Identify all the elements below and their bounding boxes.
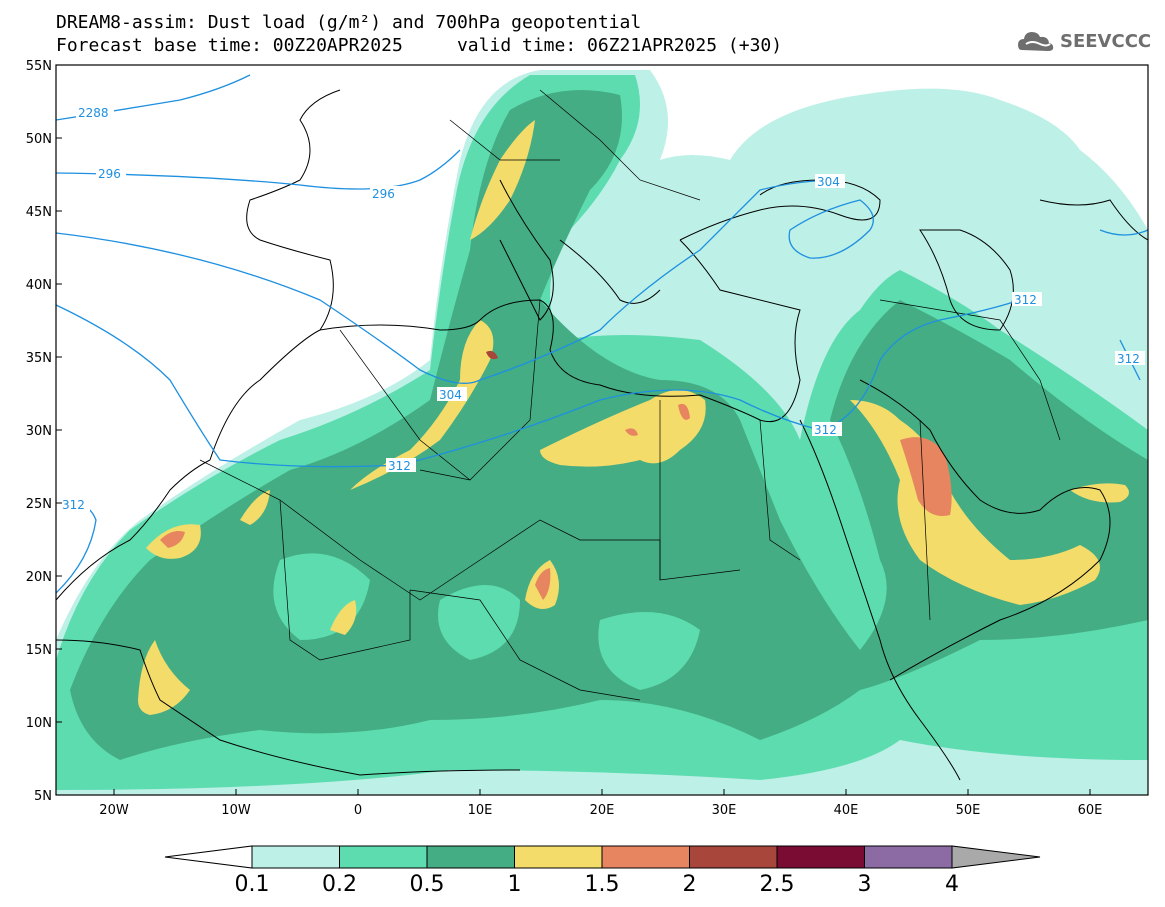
logo-text: SEEVCCC bbox=[1060, 31, 1152, 52]
seevccc-logo: SEEVCCC bbox=[1018, 26, 1158, 56]
latitude-label: 55N bbox=[26, 59, 52, 74]
longitude-ticks: 20W 10W 0 10E 20E 30E 40E 50E 60E bbox=[99, 789, 1102, 818]
dust-field bbox=[56, 70, 1148, 795]
geopotential-contours bbox=[56, 74, 1148, 594]
contour-label: 296 bbox=[372, 187, 395, 201]
colorbar-tick-label: 4 bbox=[945, 872, 959, 897]
latitude-label: 10N bbox=[26, 716, 52, 731]
colorbar-swatch bbox=[339, 845, 428, 869]
latitude-label: 20N bbox=[26, 570, 52, 585]
colorbar-swatch bbox=[426, 845, 515, 869]
colorbar-tick-label: 1.5 bbox=[584, 872, 620, 897]
longitude-label: 10W bbox=[221, 803, 251, 818]
contour-label: 304 bbox=[817, 175, 840, 189]
latitude-label: 50N bbox=[26, 132, 52, 147]
colorbar-swatch bbox=[864, 845, 953, 869]
contour-label: 312 bbox=[62, 498, 85, 512]
longitude-label: 40E bbox=[834, 803, 859, 818]
contour-label: 296 bbox=[98, 167, 121, 181]
contour-label: 304 bbox=[439, 388, 462, 402]
longitude-label: 50E bbox=[956, 803, 981, 818]
latitude-label: 5N bbox=[34, 789, 52, 804]
colorbar-under-triangle bbox=[164, 845, 253, 869]
latitude-label: 25N bbox=[26, 497, 52, 512]
colorbar-tick-label: 1 bbox=[507, 872, 522, 897]
colorbar-swatch bbox=[689, 845, 778, 869]
contour-label: 312 bbox=[1117, 352, 1140, 366]
latitude-label: 30N bbox=[26, 424, 52, 439]
latitude-label: 40N bbox=[26, 278, 52, 293]
map-subtitle: Forecast base time: 00Z20APR2025 valid t… bbox=[56, 35, 783, 56]
contour-label: 312 bbox=[388, 459, 411, 473]
colorbar bbox=[164, 845, 1041, 869]
colorbar-tick-label: 0.2 bbox=[322, 872, 357, 897]
country-borders bbox=[199, 89, 1061, 701]
longitude-label: 30E bbox=[712, 803, 737, 818]
contour-label: 312 bbox=[814, 423, 837, 437]
longitude-label: 60E bbox=[1078, 803, 1103, 818]
contour-label: 312 bbox=[1014, 293, 1037, 307]
longitude-label: 20E bbox=[590, 803, 615, 818]
colorbar-over-triangle bbox=[951, 845, 1041, 869]
colorbar-tick-label: 0.1 bbox=[234, 872, 270, 897]
colorbar-tick-label: 2 bbox=[682, 872, 697, 897]
latitude-ticks: 55N 50N 45N 40N 35N 30N 25N 20N 15N 10N 5N bbox=[26, 59, 62, 804]
longitude-label: 10E bbox=[468, 803, 493, 818]
colorbar-swatch bbox=[776, 845, 865, 869]
cloud-icon bbox=[1018, 32, 1054, 51]
colorbar-swatch bbox=[514, 845, 603, 869]
colorbar-swatch bbox=[251, 845, 340, 869]
latitude-label: 35N bbox=[26, 351, 52, 366]
coastlines bbox=[56, 89, 1148, 781]
latitude-label: 15N bbox=[26, 643, 52, 658]
colorbar-tick-label: 0.5 bbox=[409, 872, 445, 897]
longitude-label: 20W bbox=[99, 803, 129, 818]
colorbar-swatch bbox=[601, 845, 690, 869]
colorbar-tick-label: 3 bbox=[857, 872, 872, 897]
latitude-label: 45N bbox=[26, 205, 52, 220]
colorbar-tick-label: 2.5 bbox=[759, 872, 795, 897]
map-title: DREAM8-assim: Dust load (g/m²) and 700hP… bbox=[56, 12, 642, 33]
contour-labels: 2288 296 296 304 304 312 312 312 312 312 bbox=[60, 105, 1145, 512]
longitude-label: 0 bbox=[354, 803, 362, 818]
contour-label: 2288 bbox=[78, 106, 109, 120]
